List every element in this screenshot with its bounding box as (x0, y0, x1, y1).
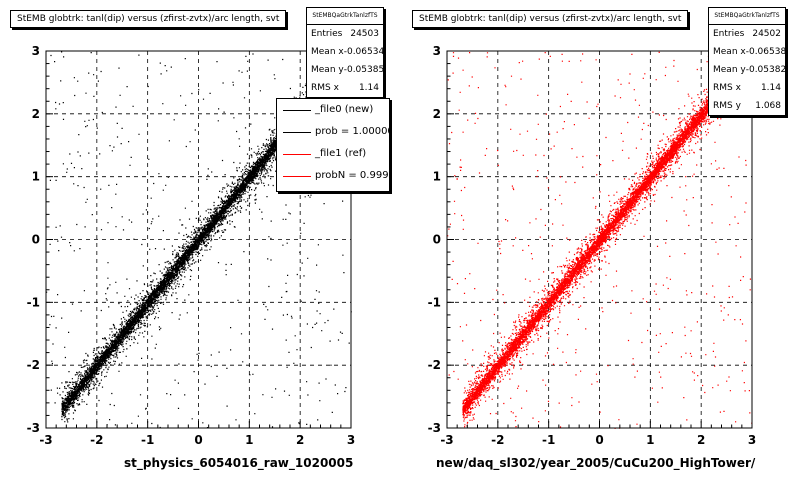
x-tick-label: 3 (347, 433, 355, 447)
x-tick-label: 0 (595, 433, 603, 447)
y-tick-label: 3 (32, 44, 40, 58)
left-legend[interactable]: _file0 (new) prob = 1.000000 _file1 (ref… (276, 98, 390, 192)
legend-entry-prob: prob = 1.000000 (277, 121, 389, 143)
right-stats-row: RMS x 1.14 (713, 83, 781, 93)
x-tick-label: -3 (440, 433, 453, 447)
x-tick-label: 3 (748, 433, 756, 447)
x-tick-label: 1 (646, 433, 654, 447)
legend-entry-file0: _file0 (new) (277, 99, 389, 121)
y-tick-label: -1 (428, 295, 441, 309)
left-stats-row: Mean y -0.05385 (311, 65, 385, 75)
x-tick-label: 0 (194, 433, 202, 447)
left-stats-row: RMS x 1.14 (311, 83, 379, 93)
y-tick-label: -3 (27, 421, 40, 435)
x-tick-label: -3 (39, 433, 52, 447)
right-stats-row: Mean x -0.06538 (713, 47, 787, 57)
x-tick-label: -2 (90, 433, 103, 447)
y-tick-label: 2 (433, 107, 441, 121)
left-stats-name: StEMBQaGtrkTanlzfTS (307, 8, 383, 25)
x-tick-label: -2 (491, 433, 504, 447)
right-stats-box[interactable]: StEMBQaGtrkTanlzfTS Entries 24502 Mean x-… (708, 7, 786, 116)
y-tick-label: 1 (433, 170, 441, 184)
right-stats-row: Mean y -0.05382 (713, 65, 787, 75)
left-stats-row: Mean x -0.06534 (311, 47, 385, 57)
y-tick-label: 3 (433, 44, 441, 58)
right-plot: -3 -2 -1 0 1 2 3 -3 -2 -1 0 1 2 3 (428, 44, 757, 447)
right-stats-row: Entries 24502 (713, 29, 781, 39)
x-tick-label: 1 (245, 433, 253, 447)
y-tick-label: 2 (32, 107, 40, 121)
x-tick-label: -1 (141, 433, 154, 447)
y-tick-label: -2 (27, 358, 40, 372)
x-tick-label: 2 (296, 433, 304, 447)
x-tick-label: 2 (697, 433, 705, 447)
right-stats-row: RMS y 1.068 (713, 101, 781, 111)
legend-entry-probn: probN = 0.999999 (277, 165, 389, 187)
left-stats-row: Entries 24503 (311, 29, 379, 39)
right-x-axis-title: new/daq_sl302/year_2005/CuCu200_HighTowe… (436, 456, 756, 470)
scatter-points (447, 51, 753, 429)
y-tick-label: 1 (32, 170, 40, 184)
x-tick-label: -1 (542, 433, 555, 447)
legend-entry-file1: _file1 (ref) (277, 143, 389, 165)
left-stats-box[interactable]: StEMBQaGtrkTanlzfTS Entries 24503 Mean x-… (306, 7, 384, 98)
left-plot-title: StEMB globtrk: tanl(dip) versus (zfirst-… (10, 10, 287, 28)
right-stats-name: StEMBQaGtrkTanlzfTS (709, 8, 785, 25)
y-tick-label: -2 (428, 358, 441, 372)
y-tick-label: 0 (32, 233, 40, 247)
y-tick-label: -1 (27, 295, 40, 309)
left-x-axis-title: st_physics_6054016_raw_1020005 (124, 456, 354, 470)
scatter-points (46, 51, 352, 429)
y-tick-label: 0 (433, 233, 441, 247)
right-plot-title: StEMB globtrk: tanl(dip) versus (zfirst-… (412, 10, 689, 28)
y-tick-label: -3 (428, 421, 441, 435)
